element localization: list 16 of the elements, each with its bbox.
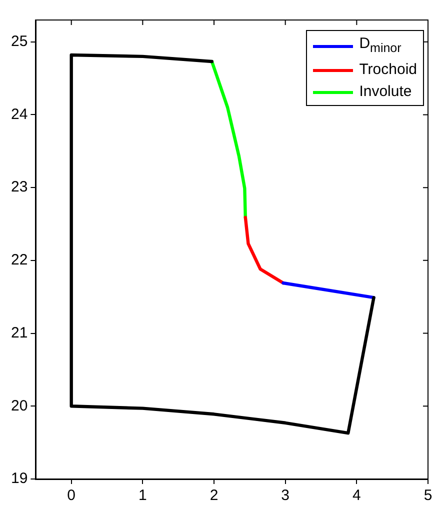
x-tick-label: 3: [281, 487, 290, 504]
y-tick-label: 24: [10, 106, 28, 123]
x-tick-label: 1: [138, 487, 147, 504]
y-tick-label: 21: [10, 324, 28, 342]
x-tick-label: 5: [424, 487, 432, 504]
y-tick-label: 22: [10, 252, 28, 269]
x-tick-label: 0: [67, 487, 76, 504]
y-tick-label: 25: [10, 33, 28, 50]
y-tick-label: 19: [10, 470, 28, 488]
legend-label: Involute: [359, 82, 412, 102]
x-tick-label: 2: [210, 487, 218, 504]
y-tick-label: 23: [10, 178, 28, 196]
x-tick-label: 4: [352, 487, 361, 504]
legend-label: D$_{minor}$: [359, 34, 402, 57]
y-tick-label: 20: [10, 397, 28, 414]
legend-label: Trochoid: [359, 60, 417, 80]
